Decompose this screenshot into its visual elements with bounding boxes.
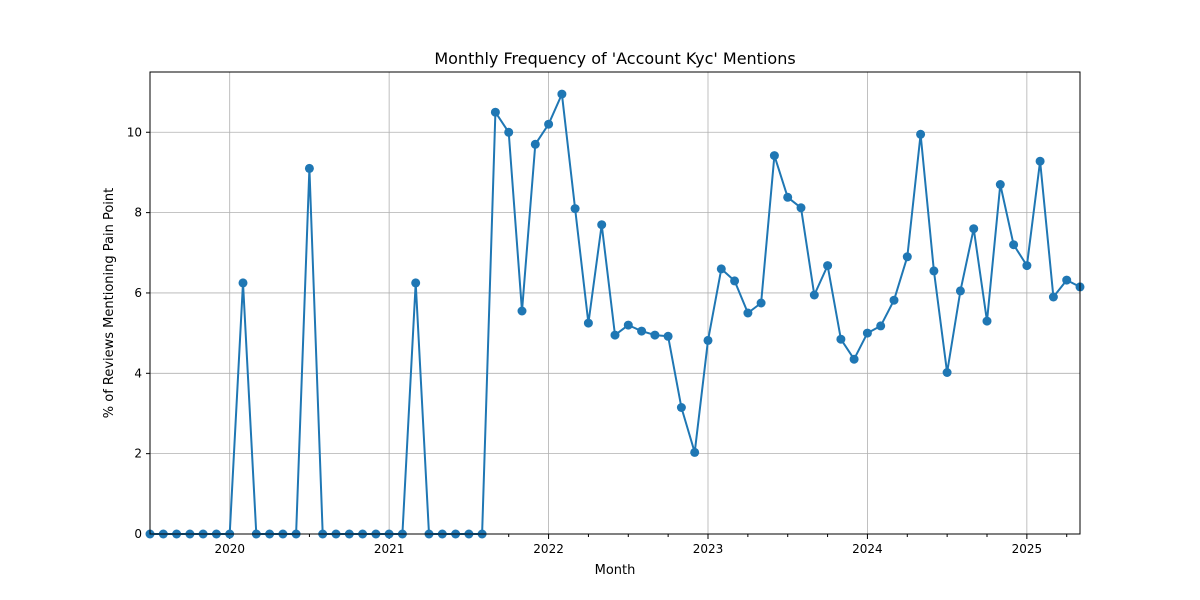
data-point: [823, 261, 833, 271]
data-point: [1048, 292, 1058, 302]
data-point: [557, 89, 567, 99]
chart-title: Monthly Frequency of 'Account Kyc' Menti…: [434, 49, 795, 68]
data-point: [411, 278, 421, 288]
data-point: [490, 107, 500, 117]
data-point: [517, 306, 527, 316]
data-point: [623, 320, 633, 330]
data-point: [637, 326, 647, 336]
data-point: [995, 180, 1005, 189]
data-point: [650, 330, 660, 340]
data-point: [743, 308, 753, 318]
data-point: [583, 318, 593, 328]
data-point: [849, 354, 859, 364]
data-point: [889, 295, 899, 305]
x-tick-label: 2022: [533, 542, 564, 556]
data-point: [982, 316, 992, 326]
y-tick-label: 10: [127, 125, 142, 139]
data-point: [902, 252, 912, 262]
data-point: [1022, 261, 1032, 271]
y-tick-label: 2: [134, 447, 142, 461]
data-point: [663, 331, 673, 341]
data-point: [756, 298, 766, 308]
data-point: [1035, 156, 1045, 166]
data-point: [597, 220, 607, 230]
y-tick-label: 6: [134, 286, 142, 300]
data-point: [796, 203, 806, 213]
data-point: [730, 276, 740, 286]
y-tick-label: 4: [134, 366, 142, 380]
data-point: [703, 335, 713, 345]
plot-frame: [149, 71, 1081, 535]
data-point: [530, 139, 540, 149]
data-point: [610, 330, 620, 340]
x-tick-label: 2023: [693, 542, 724, 556]
y-tick-label: 0: [134, 527, 142, 541]
data-point: [955, 286, 965, 296]
data-point: [783, 192, 793, 202]
data-point: [969, 224, 979, 234]
data-points: [145, 89, 1085, 539]
data-point: [942, 368, 952, 377]
data-point: [544, 119, 554, 129]
x-tick-label: 2025: [1012, 542, 1043, 556]
data-point: [809, 290, 819, 300]
data-point: [862, 328, 872, 338]
data-point: [570, 204, 580, 214]
y-tick-label: 8: [134, 206, 142, 220]
data-point: [238, 278, 248, 288]
data-point: [304, 163, 314, 173]
data-point: [1062, 275, 1072, 285]
y-axis-label: % of Reviews Mentioning Pain Point: [102, 188, 117, 419]
x-tick-label: 2021: [374, 542, 405, 556]
x-tick-label: 2024: [852, 542, 883, 556]
data-point: [690, 447, 700, 457]
data-point: [916, 129, 926, 139]
data-point: [876, 321, 886, 331]
data-point: [716, 264, 726, 274]
data-point: [676, 403, 686, 412]
x-axis-label: Month: [595, 563, 636, 578]
x-tick-label: 2020: [214, 542, 245, 556]
data-point: [929, 266, 939, 276]
data-point: [504, 127, 514, 137]
data-point: [1009, 240, 1019, 250]
data-point: [769, 151, 779, 161]
data-point: [836, 334, 846, 344]
